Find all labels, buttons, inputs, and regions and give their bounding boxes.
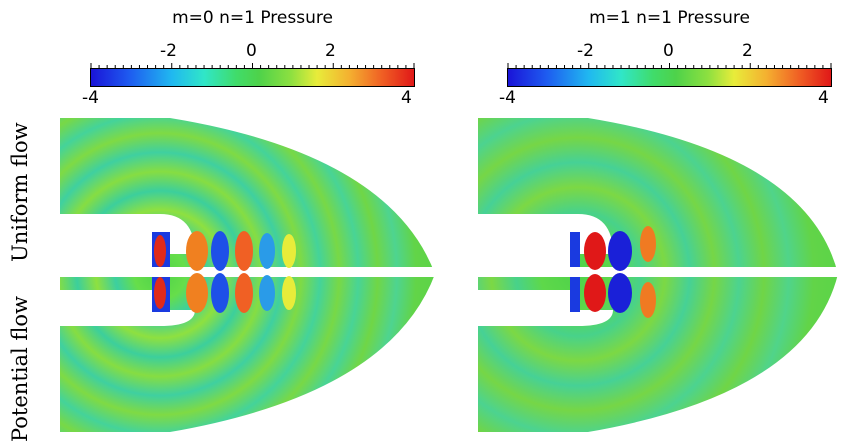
colorbar-right-tick-2: 2	[742, 41, 753, 61]
centerline-gap-left	[60, 267, 440, 277]
colorbar-right-min: -4	[499, 88, 516, 108]
colorbar-left-tick-0: 0	[246, 41, 257, 61]
pressure-field-left	[60, 118, 440, 432]
duct-mode-pattern-left	[152, 231, 296, 313]
duct-cutout-top-right	[478, 214, 613, 274]
colorbar-left-max: 4	[401, 88, 412, 108]
colorbar-ticks-right	[507, 63, 832, 69]
row-label-uniform-flow: Uniform flow	[8, 122, 32, 262]
colorbar-right-tick-neg2: -2	[577, 41, 594, 61]
duct-cutout-bottom-left	[60, 290, 195, 326]
duct-mode-pattern-right	[570, 226, 656, 318]
colorbar-ticks-left	[90, 63, 415, 69]
colorbar-left-tick-neg2: -2	[160, 41, 177, 61]
colorbar-left-min: -4	[82, 88, 99, 108]
duct-cutout-bottom-right	[478, 290, 613, 326]
duct-cutout-top-left	[60, 214, 195, 274]
colorbar-left	[90, 68, 415, 87]
row-label-potential-flow: Potential flow	[8, 295, 32, 442]
colorbar-right-max: 4	[818, 88, 829, 108]
panel-title-right: m=1 n=1 Pressure	[589, 8, 750, 28]
centerline-gap-right	[478, 267, 841, 277]
colorbar-right-tick-0: 0	[663, 41, 674, 61]
colorbar-right	[507, 68, 832, 87]
colorbar-left-tick-2: 2	[325, 41, 336, 61]
panel-title-left: m=0 n=1 Pressure	[172, 8, 333, 28]
pressure-field-right	[478, 118, 841, 432]
